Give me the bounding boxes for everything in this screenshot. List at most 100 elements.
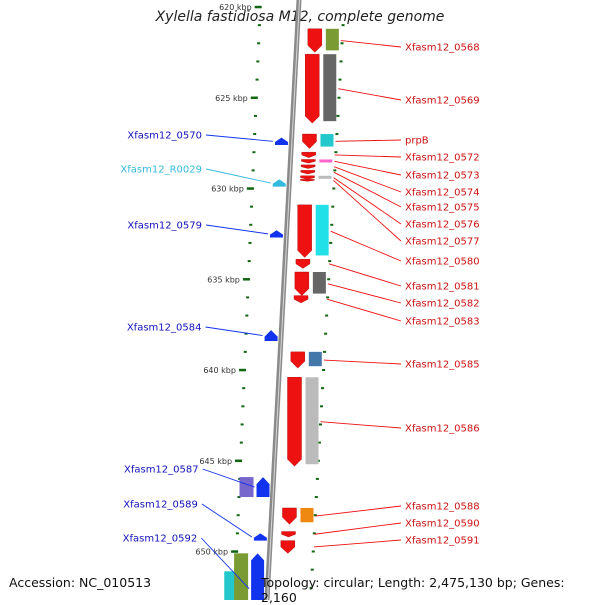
label-leader-line (205, 326, 263, 336)
label-leader-line (333, 171, 402, 208)
minor-tick-left (253, 114, 257, 117)
forward-gene-arrow[interactable] (300, 164, 316, 169)
forward-gene-label[interactable]: Xfasm12_0583 (405, 317, 480, 328)
reverse-gene-arrow[interactable] (264, 330, 278, 341)
forward-gene-arrow[interactable] (282, 507, 297, 525)
minor-tick-right (331, 205, 335, 208)
label-leader-line (333, 179, 402, 242)
reverse-gene-label[interactable]: Xfasm12_0579 (127, 221, 202, 232)
forward-gene-arrow[interactable] (301, 152, 316, 158)
label-leader-line (201, 503, 253, 538)
forward-gene-label[interactable]: Xfasm12_0568 (405, 43, 480, 54)
minor-tick-right (326, 296, 330, 299)
label-leader-line (313, 539, 402, 548)
forward-gene-arrow[interactable] (300, 175, 315, 180)
kbp-tick (231, 550, 239, 553)
minor-tick-right (323, 350, 327, 353)
forward-gene-arrow[interactable] (280, 540, 296, 554)
forward-gene-label[interactable]: Xfasm12_0574 (405, 188, 480, 199)
minor-tick-left (236, 514, 240, 517)
forward-gene-label[interactable]: Xfasm12_0585 (405, 360, 480, 371)
accession-text: Accession: NC_010513 (9, 575, 152, 590)
minor-tick-left (244, 332, 248, 335)
minor-tick-right (325, 314, 329, 317)
forward-gene-arrow[interactable] (290, 351, 305, 369)
forward-gene-label[interactable]: Xfasm12_0577 (405, 237, 480, 248)
forward-gene-arrow[interactable] (294, 271, 310, 296)
reverse-gene-label[interactable]: Xfasm12_0589 (123, 500, 198, 511)
minor-tick-left (247, 260, 251, 263)
minor-tick-left (237, 496, 241, 499)
minor-tick-right (329, 241, 333, 244)
label-leader-line (327, 283, 402, 304)
forward-gene-arrow[interactable] (307, 28, 323, 53)
kbp-tick (254, 5, 262, 9)
forward-gene-label[interactable]: Xfasm12_0581 (405, 282, 480, 293)
kbp-tick-label: 650 kbp (195, 548, 228, 557)
minor-tick-right (315, 477, 319, 480)
label-leader-line (338, 88, 402, 101)
forward-gene-label[interactable]: Xfasm12_0586 (405, 424, 480, 435)
reverse-gene-arrow[interactable] (270, 230, 284, 238)
forward-gene-arrow[interactable] (302, 133, 317, 149)
rna-gene-arrow[interactable] (272, 179, 286, 187)
kbp-tick (242, 278, 250, 281)
cog-category-box (323, 54, 337, 122)
forward-gene-label[interactable]: Xfasm12_0582 (405, 299, 480, 310)
reverse-gene-arrow[interactable] (274, 137, 288, 145)
cog-category-box (318, 175, 332, 179)
forward-gene-label[interactable]: Xfasm12_0573 (405, 171, 480, 182)
reverse-gene-label[interactable]: Xfasm12_0587 (124, 465, 199, 476)
reverse-gene-arrow[interactable] (256, 477, 270, 498)
forward-gene-arrow[interactable] (300, 179, 315, 182)
forward-gene-label[interactable]: Xfasm12_0569 (405, 96, 480, 107)
reverse-gene-arrow[interactable] (251, 553, 265, 600)
minor-tick-right (321, 387, 325, 390)
minor-tick-right (312, 532, 316, 535)
label-leader-line (333, 166, 402, 193)
label-leader-line (200, 537, 250, 590)
reverse-gene-label[interactable]: Xfasm12_0584 (127, 323, 202, 334)
forward-gene-label[interactable]: prpB (405, 136, 429, 147)
forward-gene-label[interactable]: Xfasm12_0580 (405, 257, 480, 268)
kbp-tick (238, 368, 246, 372)
reverse-gene-arrow[interactable] (253, 533, 267, 541)
forward-gene-label[interactable]: Xfasm12_0590 (405, 519, 480, 530)
forward-gene-arrow[interactable] (300, 170, 316, 175)
forward-gene-arrow[interactable] (301, 159, 316, 164)
label-leader-line (314, 522, 402, 535)
forward-gene-arrow[interactable] (281, 531, 296, 538)
reverse-gene-label[interactable]: Xfasm12_0570 (127, 131, 202, 142)
minor-tick-left (241, 405, 245, 408)
minor-tick-right (317, 441, 321, 444)
minor-tick-right (335, 133, 339, 136)
minor-tick-left (248, 241, 252, 244)
forward-gene-arrow[interactable] (293, 295, 309, 304)
label-leader-line (334, 154, 402, 158)
minor-tick-left (249, 223, 253, 226)
cog-category-box (239, 477, 254, 498)
forward-gene-label[interactable]: Xfasm12_0588 (405, 502, 480, 513)
minor-tick-left (240, 423, 244, 426)
forward-gene-arrow[interactable] (297, 204, 312, 258)
minor-tick-left (245, 314, 249, 317)
minor-tick-right (310, 568, 314, 571)
reverse-gene-label[interactable]: Xfasm12_R0029 (120, 165, 202, 176)
minor-tick-right (338, 78, 342, 81)
forward-gene-label[interactable]: Xfasm12_0576 (405, 220, 480, 231)
reverse-gene-label[interactable]: Xfasm12_0592 (123, 534, 198, 545)
forward-gene-label[interactable]: Xfasm12_0572 (405, 153, 480, 164)
forward-gene-label[interactable]: Xfasm12_0591 (405, 536, 480, 547)
label-leader-line (315, 505, 402, 517)
kbp-tick-label: 630 kbp (211, 185, 244, 194)
label-leader-line (205, 168, 271, 184)
forward-gene-arrow[interactable] (305, 53, 320, 124)
label-leader-line (326, 298, 402, 322)
forward-gene-arrow[interactable] (287, 377, 302, 467)
minor-tick-right (330, 223, 334, 226)
minor-tick-left (239, 441, 243, 444)
forward-gene-label[interactable]: Xfasm12_0575 (405, 203, 480, 214)
minor-tick-left (242, 387, 246, 390)
forward-gene-arrow[interactable] (295, 259, 311, 269)
minor-tick-left (251, 169, 255, 172)
